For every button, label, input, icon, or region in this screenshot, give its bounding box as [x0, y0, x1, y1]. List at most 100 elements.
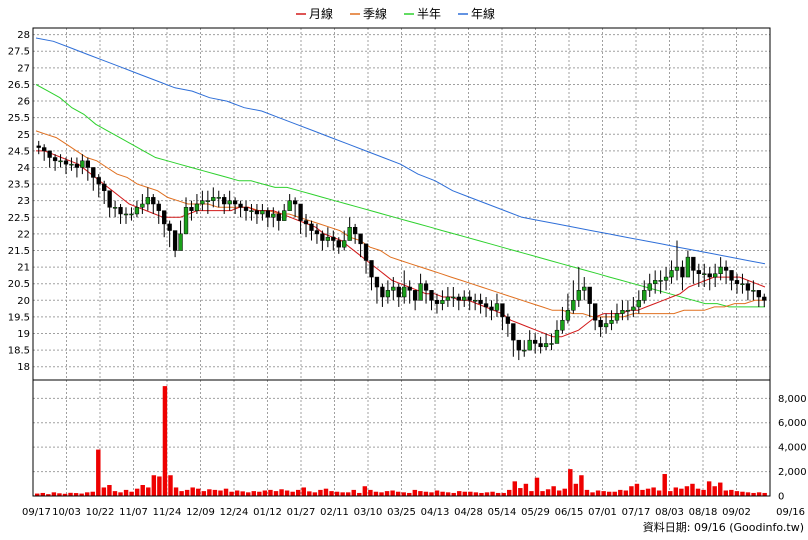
candle-body	[303, 220, 309, 225]
candle-body	[211, 197, 216, 201]
candle-body	[631, 306, 636, 311]
candle-body	[47, 150, 52, 158]
candle-body	[565, 310, 571, 321]
candle-body	[625, 310, 631, 312]
volume-bar	[368, 489, 373, 496]
candle-body	[723, 266, 729, 271]
volume-bar	[151, 475, 157, 496]
candle-body	[227, 200, 232, 205]
candle-body	[363, 243, 369, 261]
volume-bar	[307, 491, 312, 496]
volume-bar	[751, 492, 756, 496]
candle-body	[532, 339, 538, 344]
volume-bar	[62, 493, 68, 496]
price-tick-label: 26	[17, 97, 30, 108]
volume-bar	[468, 491, 473, 496]
volume-tick-label: 4,000	[778, 443, 807, 454]
candle-body	[500, 303, 505, 318]
volume-bar	[157, 476, 162, 496]
volume-bar	[429, 492, 434, 496]
volume-bar	[118, 492, 123, 496]
volume-bar	[184, 489, 190, 496]
candle-body	[374, 276, 380, 288]
volume-bar	[262, 490, 268, 496]
candle-body	[614, 313, 620, 321]
volume-bar	[351, 489, 356, 496]
volume-bar	[257, 491, 262, 496]
date-tick-label: 09/02	[722, 507, 751, 518]
candle-body	[527, 339, 532, 351]
volume-tick-label: 2,000	[778, 467, 807, 478]
volume-bar	[718, 482, 723, 496]
price-tick-label: 25	[17, 130, 30, 141]
volume-bar	[345, 492, 351, 496]
candle-body	[696, 270, 701, 274]
volume-bar	[673, 487, 679, 496]
volume-bar	[473, 492, 479, 496]
date-tick-label: 01/27	[287, 507, 316, 518]
volume-bar	[729, 489, 734, 496]
candle-body	[429, 290, 434, 301]
candle-body	[342, 240, 347, 248]
candle-body	[205, 200, 210, 202]
volume-bar	[662, 474, 667, 496]
volume-bar	[357, 492, 362, 496]
volume-bar	[540, 491, 545, 496]
candle-body	[85, 160, 90, 168]
volume-bar	[712, 486, 717, 496]
candle-body	[391, 286, 396, 291]
date-tick-label: 11/07	[119, 507, 148, 518]
volume-bar	[201, 491, 207, 496]
candle-body	[462, 296, 467, 301]
candle-body	[331, 236, 336, 241]
candle-body	[587, 286, 592, 304]
volume-bar	[373, 491, 379, 496]
candle-body	[352, 226, 358, 235]
candle-body	[200, 200, 205, 205]
price-tick-label: 19.5	[8, 312, 30, 323]
volume-bar	[162, 386, 168, 496]
volume-bar	[362, 486, 368, 496]
date-tick-label: 07/17	[622, 507, 651, 518]
candle-body	[478, 300, 483, 304]
date-tick-label: 05/14	[488, 507, 517, 518]
candle-body	[265, 210, 271, 218]
candle-body	[549, 343, 554, 345]
volume-bar	[679, 488, 684, 496]
volume-bar	[40, 492, 45, 496]
volume-bars	[35, 386, 767, 496]
date-tick-label: 10/22	[86, 507, 115, 518]
volume-bar	[445, 492, 451, 496]
candle-body	[385, 290, 391, 298]
candle-body	[396, 286, 401, 298]
candle-body	[560, 319, 565, 331]
candle-body	[609, 319, 614, 324]
date-tick-label: 12/24	[220, 507, 249, 518]
volume-grid	[33, 380, 770, 496]
candle-body	[494, 303, 500, 311]
candle-body	[260, 210, 265, 215]
volume-bar	[556, 490, 562, 496]
volume-bar	[529, 491, 534, 496]
volume-bar	[518, 488, 523, 496]
date-tick-label: 08/03	[655, 507, 684, 518]
candle-body	[691, 256, 696, 271]
volume-bar	[412, 489, 418, 496]
volume-bar	[462, 491, 468, 496]
candle-body	[483, 303, 489, 308]
volume-bar	[395, 491, 401, 496]
moving-average-half	[35, 84, 765, 308]
volume-bar	[590, 492, 595, 496]
candle-body	[232, 200, 238, 205]
candle-body	[713, 273, 718, 278]
candle-body	[96, 177, 101, 185]
volume-bar	[756, 492, 762, 496]
volume-bar	[418, 491, 423, 496]
volume-tick-label: 8,000	[778, 394, 807, 405]
date-tick-label: 06/15	[555, 507, 584, 518]
volume-bar	[134, 488, 140, 496]
volume-bar	[584, 489, 590, 496]
volume-bar	[618, 489, 623, 496]
candle-body	[320, 233, 325, 241]
